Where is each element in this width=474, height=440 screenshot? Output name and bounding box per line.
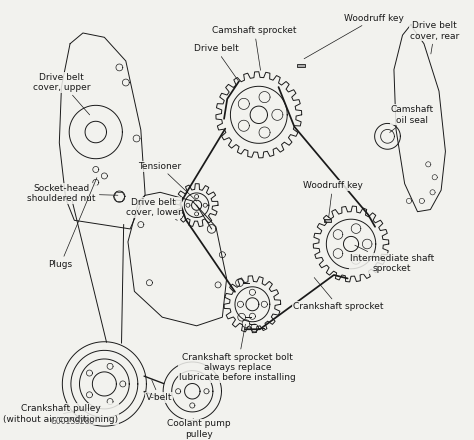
Text: Drive belt
cover, lower: Drive belt cover, lower [126,198,182,220]
Text: Coolant pump
pulley: Coolant pump pulley [167,418,230,439]
Text: Woodruff key: Woodruff key [304,14,404,59]
Text: Plugs: Plugs [48,178,97,269]
Bar [297,63,305,67]
Text: Woodruff key: Woodruff key [303,181,363,217]
Text: Camshaft
oil seal: Camshaft oil seal [390,105,434,132]
Text: V-belt: V-belt [146,380,173,402]
Text: Socket-head
shouldered nut: Socket-head shouldered nut [27,184,118,203]
Text: Drive belt: Drive belt [193,44,238,80]
Text: Crankshaft sprocket bolt
always replace
lubricate before installing: Crankshaft sprocket bolt always replace … [179,324,296,382]
Bar [324,219,331,222]
Text: Drive belt
cover, upper: Drive belt cover, upper [33,73,90,115]
Text: Drive belt
cover, rear: Drive belt cover, rear [410,21,459,54]
Text: Crankshaft pulley
(without air conditioning): Crankshaft pulley (without air condition… [3,404,118,424]
Text: G001SS280: G001SS280 [51,417,95,426]
Text: Tensioner: Tensioner [138,162,197,201]
Text: Camshaft sprocket: Camshaft sprocket [212,26,297,70]
Text: Crankshaft sprocket: Crankshaft sprocket [293,278,383,311]
Text: Intermediate shaft
sprocket: Intermediate shaft sprocket [350,245,434,273]
